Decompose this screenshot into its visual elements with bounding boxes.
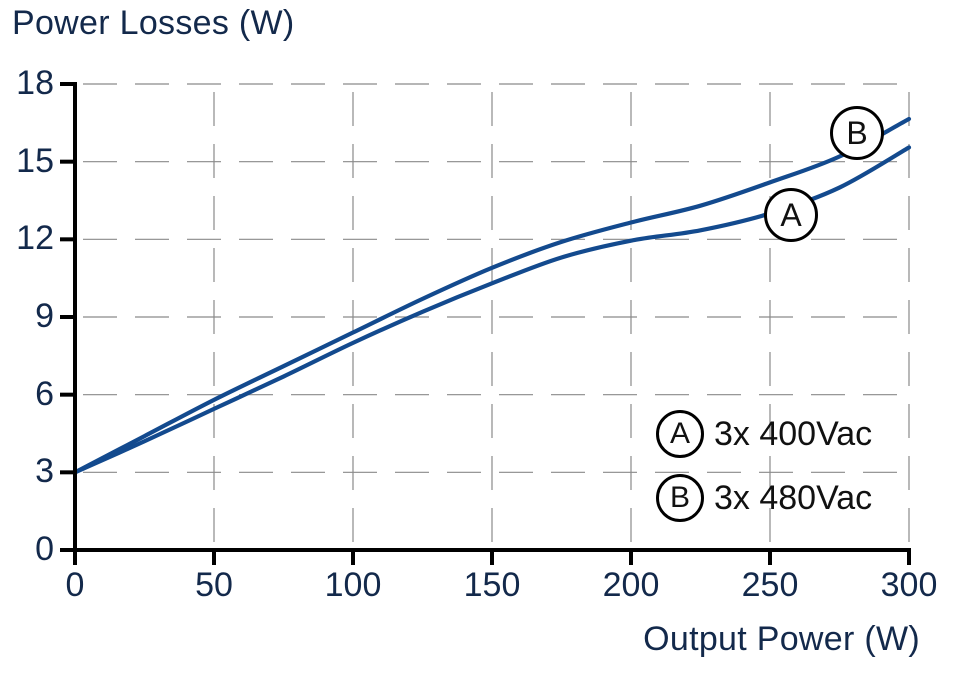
- legend-item-a: A 3x 400Vac: [656, 410, 872, 458]
- x-tick-300: 300: [880, 566, 938, 604]
- y-tick-0: 0: [35, 530, 54, 568]
- axes: [60, 82, 911, 565]
- x-tick-250: 250: [741, 566, 799, 604]
- legend-label-b: 3x 480Vac: [714, 478, 873, 517]
- y-tick-12: 12: [16, 219, 54, 257]
- x-tick-150: 150: [463, 566, 521, 604]
- legend-badge-b: B: [656, 474, 704, 522]
- y-tick-6: 6: [35, 375, 54, 413]
- x-tick-100: 100: [324, 566, 382, 604]
- curve-marker-a: A: [764, 188, 818, 242]
- x-tick-50: 50: [195, 566, 233, 604]
- y-tick-15: 15: [16, 142, 54, 180]
- x-tick-200: 200: [602, 566, 660, 604]
- y-tick-18: 18: [16, 64, 54, 102]
- legend-item-b: B 3x 480Vac: [656, 474, 872, 522]
- y-axis-title: Power Losses (W): [12, 4, 295, 42]
- curve-b: [72, 116, 912, 475]
- y-tick-3: 3: [35, 452, 54, 490]
- y-tick-9: 9: [35, 297, 54, 335]
- grid-lines: [75, 83, 910, 550]
- legend-label-a: 3x 400Vac: [714, 414, 873, 453]
- legend-badge-a: A: [656, 410, 704, 458]
- x-axis-title: Output Power (W): [643, 620, 920, 658]
- x-tick-0: 0: [65, 566, 85, 604]
- curve-marker-b: B: [830, 106, 884, 160]
